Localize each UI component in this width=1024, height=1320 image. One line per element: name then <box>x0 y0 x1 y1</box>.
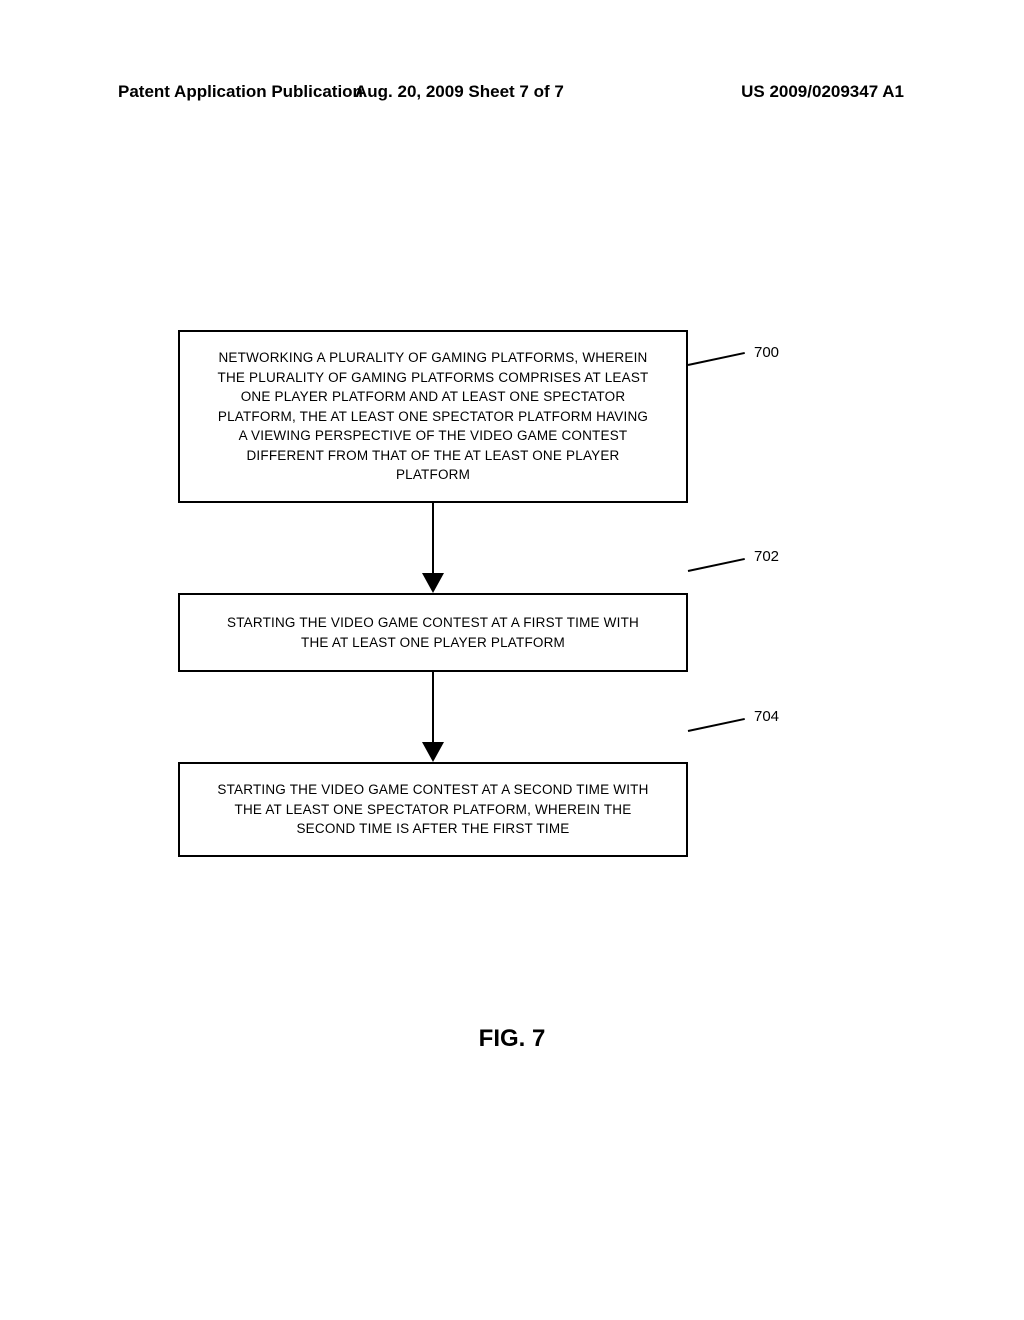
callout-702: 702 <box>754 548 779 565</box>
callout-line-704 <box>688 718 745 732</box>
page-header: Patent Application Publication Aug. 20, … <box>0 82 1024 102</box>
flowchart-node-700-text: NETWORKING A PLURALITY OF GAMING PLATFOR… <box>218 350 649 482</box>
header-center-text: Aug. 20, 2009 Sheet 7 of 7 <box>355 82 564 102</box>
callout-line-700 <box>688 352 745 366</box>
callout-line-702 <box>688 558 745 572</box>
flowchart: NETWORKING A PLURALITY OF GAMING PLATFOR… <box>178 330 848 857</box>
arrow-head-icon <box>422 573 444 593</box>
flowchart-node-700: NETWORKING A PLURALITY OF GAMING PLATFOR… <box>178 330 688 503</box>
flowchart-arrow-1 <box>178 503 688 593</box>
flowchart-arrow-2 <box>178 672 688 762</box>
flowchart-node-704-text: STARTING THE VIDEO GAME CONTEST AT A SEC… <box>217 782 648 836</box>
flowchart-node-704: STARTING THE VIDEO GAME CONTEST AT A SEC… <box>178 762 688 857</box>
arrow-line-icon <box>432 503 434 575</box>
figure-label: FIG. 7 <box>0 1025 1024 1053</box>
arrow-head-icon <box>422 742 444 762</box>
callout-704: 704 <box>754 708 779 725</box>
arrow-line-icon <box>432 672 434 744</box>
header-right-text: US 2009/0209347 A1 <box>741 82 904 102</box>
callout-700: 700 <box>754 344 779 361</box>
flowchart-node-702: STARTING THE VIDEO GAME CONTEST AT A FIR… <box>178 593 688 672</box>
header-left-text: Patent Application Publication <box>118 82 363 102</box>
flowchart-node-702-text: STARTING THE VIDEO GAME CONTEST AT A FIR… <box>227 615 639 650</box>
